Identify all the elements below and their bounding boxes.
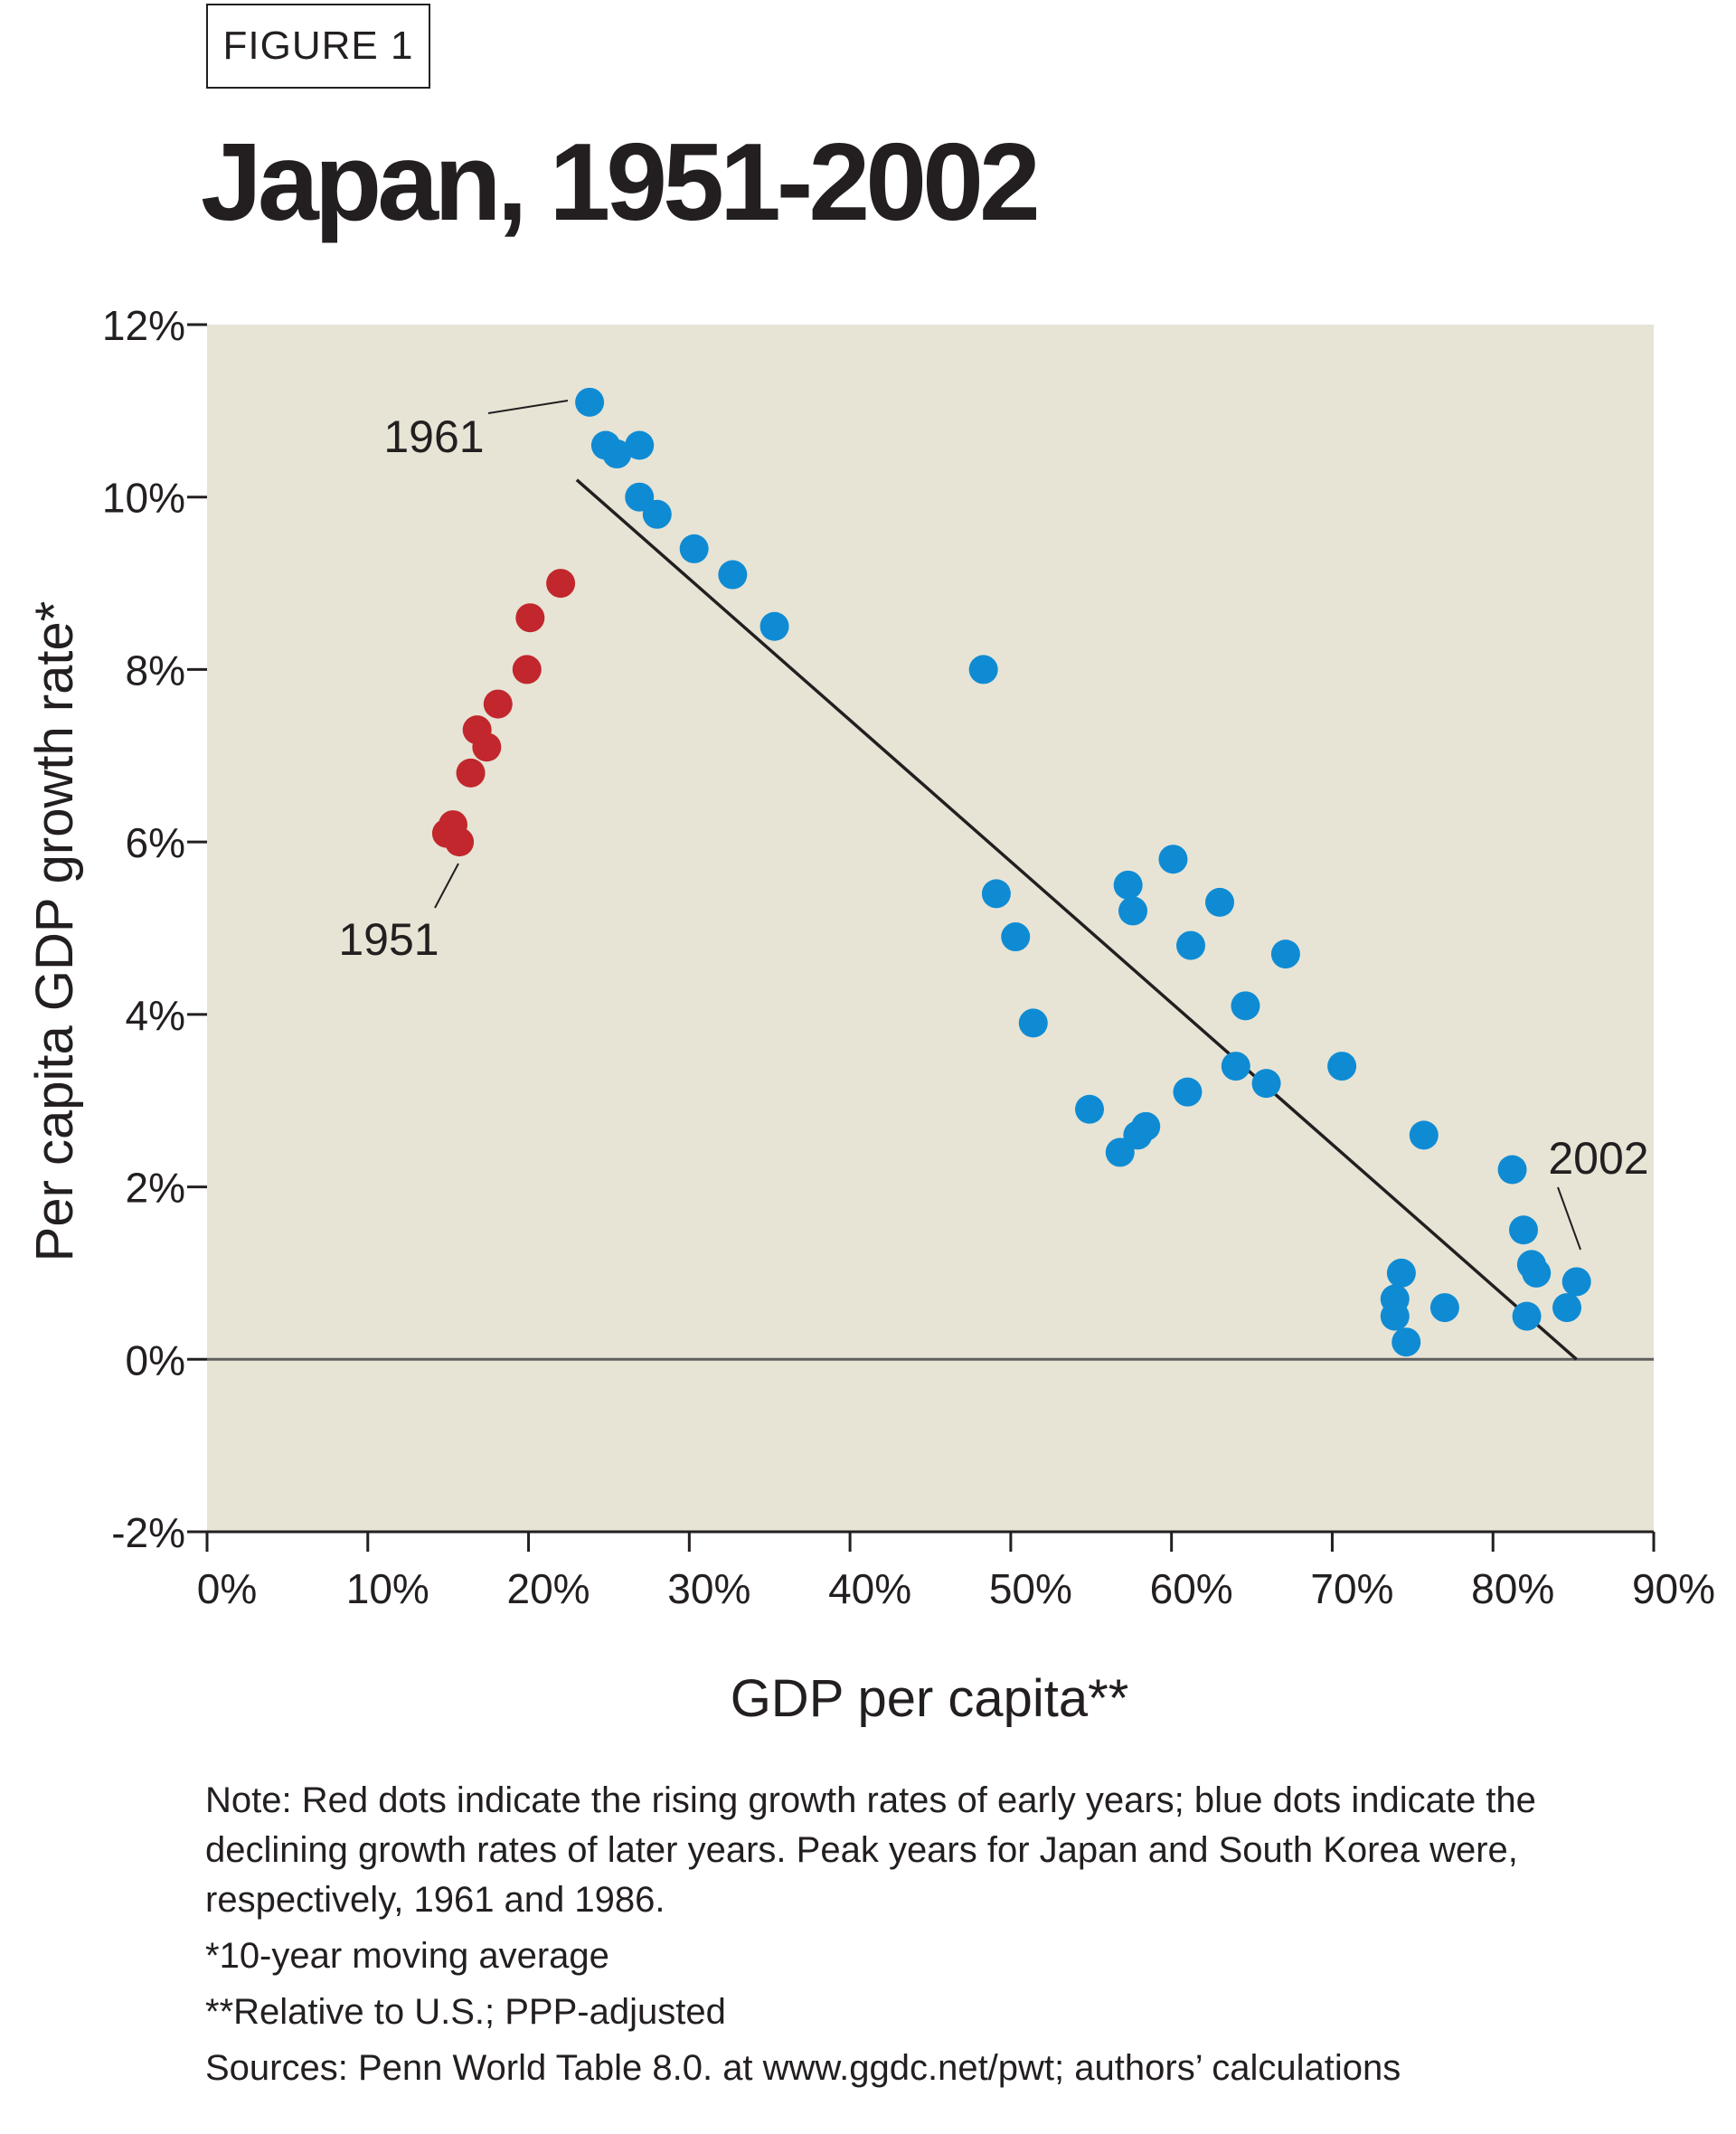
data-point — [625, 430, 655, 460]
x-tick-label: 0% — [197, 1565, 257, 1612]
data-point — [760, 611, 789, 641]
data-point — [1327, 1052, 1357, 1081]
data-point — [1176, 930, 1205, 960]
x-tick-label: 90% — [1632, 1565, 1715, 1612]
data-point — [483, 689, 513, 719]
data-point — [1522, 1258, 1552, 1288]
data-point — [472, 732, 502, 762]
data-point — [1386, 1258, 1416, 1288]
data-point — [1075, 1094, 1104, 1124]
y-tick-label: 0% — [126, 1336, 185, 1383]
annotation-label: 1951 — [338, 914, 439, 965]
annotation-label: 1961 — [383, 411, 484, 462]
data-point — [1221, 1052, 1250, 1081]
data-point — [981, 879, 1011, 909]
data-point — [445, 827, 475, 857]
data-point — [1392, 1327, 1421, 1357]
data-point — [1105, 1138, 1135, 1167]
x-axis-label: GDP per capita** — [731, 1669, 1129, 1728]
data-point — [625, 482, 655, 512]
annotation-leader-line — [1557, 1186, 1581, 1251]
scatter-chart: 0% 10% 20% 30% 40% 50% 60% 70% 80% 90% -2% 0% 2% 4% 6… — [25, 302, 1715, 1728]
data-point — [1018, 1008, 1048, 1038]
y-axis-label: Per capita GDP growth rate* — [25, 601, 84, 1262]
data-point — [575, 387, 605, 417]
y-tick-label: 2% — [126, 1165, 185, 1212]
data-point — [512, 655, 542, 685]
data-point — [1113, 870, 1143, 900]
x-tick-label: 70% — [1310, 1565, 1393, 1612]
figure-label: FIGURE 1 — [206, 4, 430, 89]
x-tick-label: 60% — [1150, 1565, 1233, 1612]
y-tick-label: 12% — [102, 302, 185, 349]
data-point — [546, 569, 576, 599]
note-text: Note: Red dots indicate the rising growt… — [205, 1780, 1536, 1920]
data-point — [1001, 922, 1031, 952]
y-tick-label: 8% — [126, 647, 185, 694]
data-point — [1497, 1155, 1527, 1185]
chart-title: Japan, 1951-2002 — [201, 120, 1041, 243]
x-tick-label: 20% — [507, 1565, 590, 1612]
data-point — [1509, 1215, 1538, 1245]
x-tick-label: 30% — [667, 1565, 750, 1612]
data-point — [1118, 896, 1147, 926]
data-point — [1131, 1111, 1161, 1141]
annotation-leader-line — [434, 863, 459, 909]
data-point — [1270, 940, 1300, 969]
data-point — [1158, 845, 1188, 874]
data-point — [968, 655, 998, 685]
data-point — [1173, 1077, 1203, 1107]
y-tick-label: -2% — [111, 1509, 185, 1556]
data-point — [1552, 1293, 1581, 1323]
data-point — [515, 603, 545, 633]
data-point — [456, 758, 486, 788]
annotation-leader-line — [487, 400, 569, 414]
data-point — [1231, 991, 1260, 1021]
data-point — [1205, 887, 1234, 917]
x-tick-label: 50% — [989, 1565, 1072, 1612]
data-point — [1380, 1301, 1410, 1331]
y-tick-label: 4% — [126, 992, 185, 1039]
x-tick-label: 10% — [346, 1565, 429, 1612]
data-point — [642, 499, 672, 529]
sources-text: Sources: Penn World Table 8.0. at www.gg… — [205, 2048, 1401, 2088]
trend-line — [575, 478, 1578, 1361]
data-point — [1561, 1267, 1591, 1297]
data-point — [679, 534, 709, 563]
footnote-relative-to-us: **Relative to U.S.; PPP-adjusted — [205, 1992, 726, 2032]
data-point — [602, 439, 632, 469]
data-point — [1409, 1120, 1439, 1150]
notes-block: Note: Red dots indicate the rising growt… — [205, 1776, 1670, 2100]
footnote-moving-average: *10-year moving average — [205, 1936, 609, 1976]
x-tick-label: 80% — [1471, 1565, 1554, 1612]
annotation-label: 2002 — [1548, 1133, 1648, 1184]
data-point — [1251, 1069, 1281, 1099]
data-point — [1512, 1301, 1542, 1331]
data-point — [1429, 1293, 1459, 1323]
x-tick-label: 40% — [828, 1565, 911, 1612]
y-tick-label: 6% — [126, 819, 185, 866]
data-point — [718, 560, 748, 590]
y-tick-label: 10% — [102, 475, 185, 522]
